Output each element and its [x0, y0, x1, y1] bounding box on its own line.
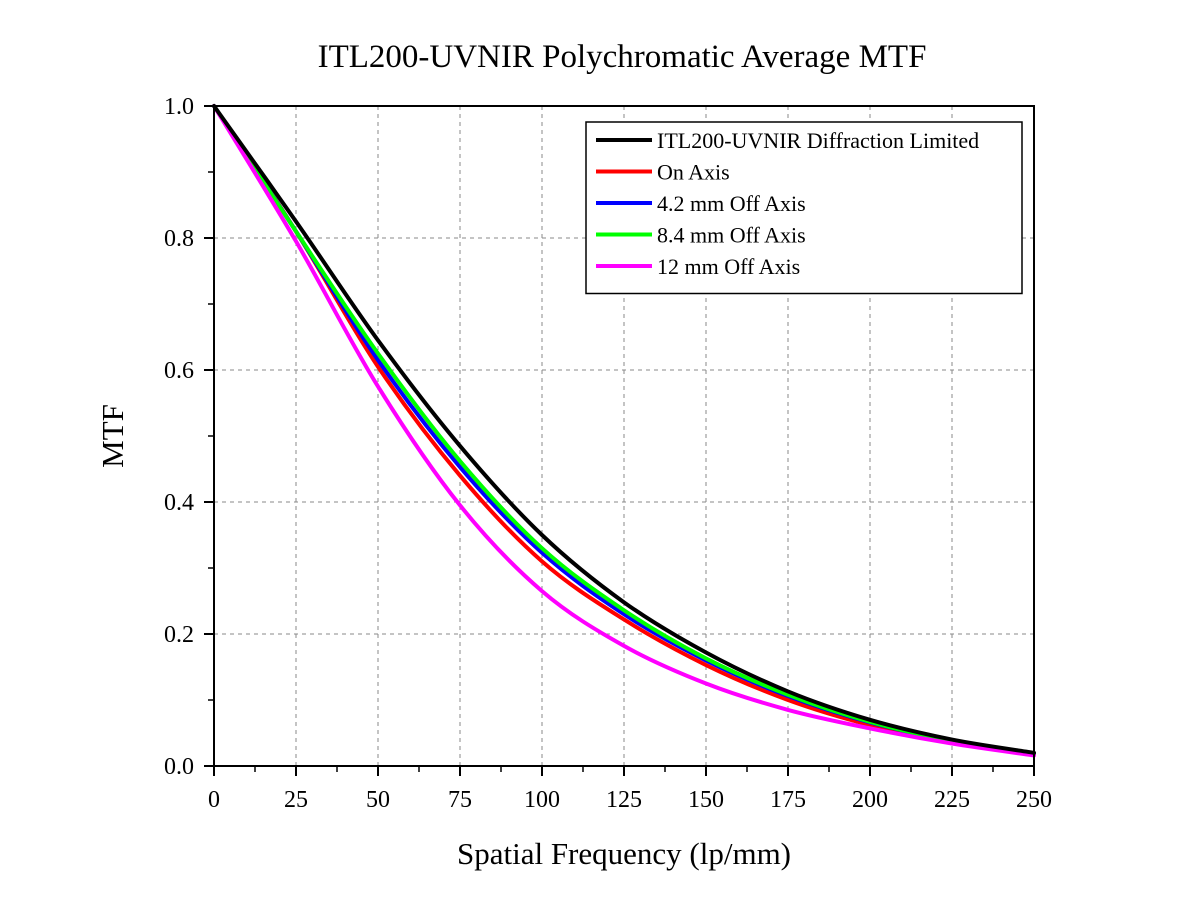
axis-ticks: 0 25 50 75 100 125 150 175 200 225 250 0.0 0.2 0.4 0.6… — [164, 94, 1052, 813]
x-tick-label: 0 — [208, 787, 220, 813]
legend: ITL200-UVNIR Diffraction Limited On Axis 4… — [585, 121, 1023, 295]
chart-title: ITL200-UVNIR Polychromatic Average MTF — [318, 39, 927, 75]
y-tick-label: 0.8 — [164, 226, 194, 252]
grid-lines — [214, 106, 1034, 766]
x-tick-label: 125 — [606, 787, 642, 813]
legend-label-12-mm-off-axis: 12 mm Off Axis — [657, 254, 800, 279]
legend-box — [585, 121, 1023, 295]
legend-label-4-2-mm-off-axis: 4.2 mm Off Axis — [657, 191, 806, 216]
x-tick-label: 75 — [448, 787, 472, 813]
series-lines — [212, 104, 1036, 758]
y-tick-label: 1.0 — [164, 94, 194, 120]
x-tick-label: 175 — [770, 787, 806, 813]
y-tick-label: 0.0 — [164, 754, 194, 780]
legend-label-on-axis: On Axis — [657, 160, 730, 185]
y-tick-label: 0.4 — [164, 490, 194, 516]
x-tick-label: 150 — [688, 787, 724, 813]
x-tick-label: 25 — [284, 787, 308, 813]
y-tick-label: 0.6 — [164, 358, 194, 384]
x-tick-label: 225 — [934, 787, 970, 813]
x-tick-label: 100 — [524, 787, 560, 813]
x-tick-label: 200 — [852, 787, 888, 813]
y-axis-label: MTF — [95, 404, 130, 468]
legend-label-8-4-mm-off-axis: 8.4 mm Off Axis — [657, 223, 806, 248]
x-tick-label: 50 — [366, 787, 390, 813]
y-tick-label: 0.2 — [164, 622, 194, 648]
series-line-itl200-uvnir-diffraction-limited — [212, 104, 1036, 755]
legend-label-itl200-uvnir-diffraction-limited: ITL200-UVNIR Diffraction Limited — [657, 128, 979, 153]
x-axis-label: Spatial Frequency (lp/mm) — [457, 836, 791, 871]
x-tick-label: 250 — [1016, 787, 1052, 813]
series-line-12-mm-off-axis — [212, 104, 1036, 758]
